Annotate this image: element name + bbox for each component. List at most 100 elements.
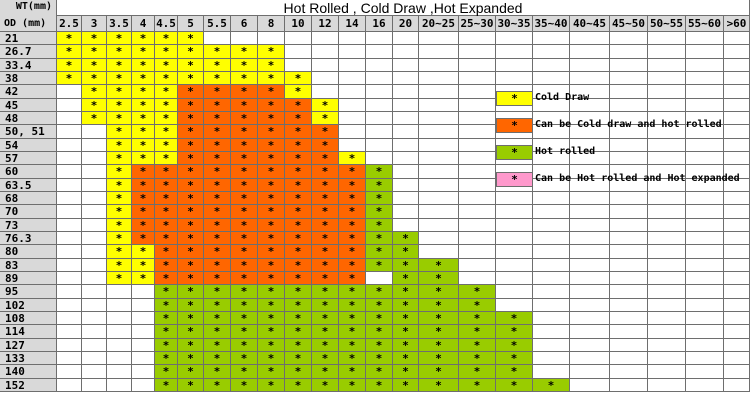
wt-header-12: 16 [366, 16, 393, 32]
od-row-label: 70 [0, 205, 57, 219]
grid-cell-available: * [231, 59, 258, 72]
availability-mark: * [116, 205, 122, 218]
availability-mark: * [322, 311, 328, 325]
availability-mark: * [91, 58, 97, 72]
availability-mark: * [511, 351, 517, 365]
availability-mark: * [187, 258, 194, 272]
grid-cell-available: * [258, 352, 285, 365]
grid-cell-empty [231, 32, 258, 45]
grid-cell-available: * [258, 85, 285, 99]
grid-cell-empty [82, 272, 107, 285]
grid-cell-available: * [459, 339, 496, 352]
availability-mark: * [241, 151, 247, 165]
availability-mark: * [163, 258, 169, 272]
grid-cell-available: * [107, 32, 132, 45]
availability-mark: * [140, 165, 146, 178]
grid-cell-empty [57, 259, 82, 272]
grid-cell-available: * [204, 192, 231, 205]
availability-mark: * [214, 151, 220, 165]
grid-cell-available: * [132, 179, 155, 192]
availability-mark: * [268, 191, 274, 205]
availability-mark: * [241, 205, 247, 218]
availability-mark: * [163, 365, 169, 378]
grid-cell-empty [570, 285, 610, 299]
grid-cell-available: * [132, 85, 155, 99]
grid-cell-empty [57, 245, 82, 259]
availability-mark: * [295, 338, 301, 352]
grid-cell-empty [57, 192, 82, 205]
grid-cell-available: * [312, 152, 339, 165]
availability-mark: * [322, 365, 328, 378]
grid-cell-available: * [155, 352, 178, 365]
availability-mark: * [295, 125, 301, 138]
availability-mark: * [402, 271, 409, 285]
grid-cell-available: * [107, 165, 132, 179]
availability-mark: * [163, 151, 169, 165]
grid-cell-available: * [178, 205, 204, 219]
legend-label: Cold Draw [535, 92, 590, 103]
grid-cell-available: * [231, 112, 258, 125]
availability-mark: * [241, 298, 247, 312]
availability-mark: * [268, 165, 274, 178]
grid-cell-available: * [496, 339, 533, 352]
availability-mark: * [435, 338, 442, 352]
grid-cell-available: * [366, 379, 393, 392]
availability-mark: * [349, 325, 355, 338]
availability-mark: * [322, 111, 328, 125]
grid-cell-empty [570, 299, 610, 312]
grid-cell-empty [82, 179, 107, 192]
grid-cell-empty [393, 59, 419, 72]
grid-cell-empty [393, 139, 419, 152]
availability-mark: * [187, 231, 194, 245]
grid-cell-available: * [459, 299, 496, 312]
availability-mark: * [187, 151, 194, 165]
wt-header-0: 2.5 [57, 16, 82, 32]
availability-mark: * [241, 45, 247, 58]
grid-cell-empty [57, 285, 82, 299]
availability-mark: * [214, 338, 220, 352]
grid-cell-empty [57, 165, 82, 179]
grid-cell-empty [724, 45, 750, 59]
grid-cell-available: * [258, 45, 285, 59]
wt-header-16: 30~35 [496, 16, 533, 32]
availability-mark: * [322, 271, 328, 285]
grid-cell-empty [393, 72, 419, 85]
grid-cell-empty [366, 99, 393, 112]
grid-cell-available: * [366, 205, 393, 219]
availability-mark: * [116, 71, 122, 85]
grid-cell-empty [393, 125, 419, 139]
availability-mark: * [241, 111, 247, 125]
availability-mark: * [511, 338, 517, 352]
availability-mark: * [187, 85, 194, 98]
grid-cell-empty [686, 125, 724, 139]
grid-cell-empty [648, 339, 686, 352]
grid-cell-empty [533, 312, 570, 325]
grid-cell-empty [533, 219, 570, 232]
grid-cell-available: * [285, 232, 312, 245]
availability-mark: * [241, 258, 247, 272]
wt-header-17: 35~40 [533, 16, 570, 32]
availability-mark: * [402, 325, 409, 338]
grid-cell-empty [648, 312, 686, 325]
grid-cell-empty [132, 312, 155, 325]
grid-cell-available: * [285, 99, 312, 112]
grid-cell-available: * [204, 152, 231, 165]
availability-mark: * [241, 325, 247, 338]
grid-cell-available: * [231, 312, 258, 325]
availability-mark: * [214, 98, 220, 112]
availability-mark: * [214, 351, 220, 365]
availability-mark: * [268, 285, 274, 298]
grid-cell-available: * [107, 99, 132, 112]
availability-mark: * [295, 271, 301, 285]
grid-cell-empty [459, 165, 496, 179]
grid-cell-empty [496, 272, 533, 285]
grid-cell-available: * [178, 192, 204, 205]
availability-mark: * [187, 205, 194, 218]
availability-mark: * [140, 258, 146, 272]
grid-cell-empty [686, 32, 724, 45]
grid-cell-empty [459, 125, 496, 139]
availability-mark: * [268, 111, 274, 125]
grid-cell-available: * [285, 299, 312, 312]
grid-cell-empty [570, 352, 610, 365]
grid-cell-empty [393, 192, 419, 205]
